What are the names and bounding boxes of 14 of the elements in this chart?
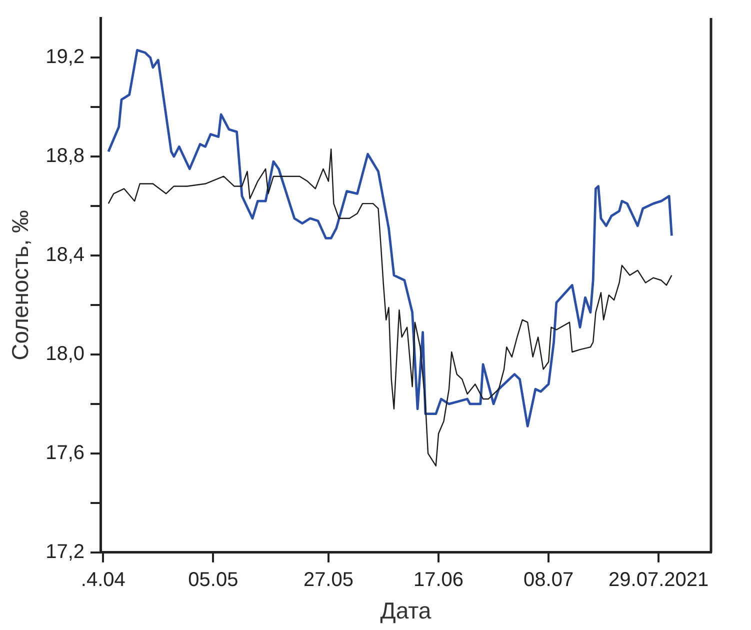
y-tick-label: 17,2 — [46, 540, 85, 563]
x-tick-label: 08.07 — [524, 568, 574, 591]
y-tick-label: 18,4 — [46, 244, 85, 266]
y-tick-label: 19,2 — [46, 46, 85, 68]
x-tick-label: 29.07.2021 — [608, 568, 709, 591]
x-tick-label: 27.05 — [303, 568, 354, 591]
y-tick-label: 18,8 — [46, 145, 85, 168]
y-tick-label: 18,0 — [46, 342, 85, 365]
x-axis-title: Дата — [380, 598, 432, 624]
y-axis-title: Соленость, ‰ — [7, 210, 34, 360]
x-tick-label: 05.05 — [188, 568, 238, 591]
x-tick-label: 17.06 — [413, 568, 464, 591]
x-tick-label: .4.04 — [80, 568, 126, 591]
y-tick-label: 17,6 — [46, 442, 85, 464]
